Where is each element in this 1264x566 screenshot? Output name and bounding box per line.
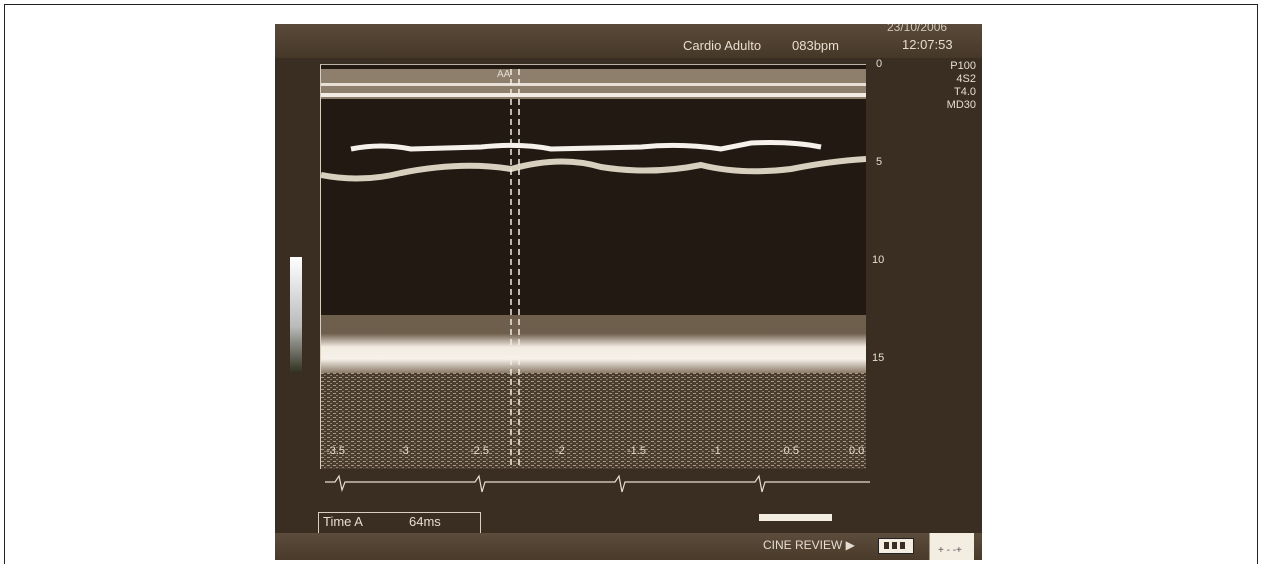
cine-review-button[interactable]: CINE REVIEW ▶ — [763, 538, 855, 552]
time-measurement-box: Time A 64ms — [318, 512, 481, 534]
exam-date: 23/10/2006 — [887, 24, 948, 34]
time-tick: -1 — [711, 445, 721, 457]
exam-mode: Cardio Adulto — [683, 38, 762, 53]
depth-tick: 15 — [872, 352, 885, 364]
time-tick: -3.5 — [326, 445, 345, 457]
header-bar: Cardio Adulto 083bpm 23/10/2006 12:07:53 — [275, 24, 982, 58]
cine-frames-icon[interactable] — [878, 538, 914, 554]
acquisition-params: P100 4S2 T4.0 MD30 — [947, 60, 976, 112]
depth-tick: 10 — [872, 254, 885, 266]
ultrasound-screen: Cardio Adulto 083bpm 23/10/2006 12:07:53… — [275, 24, 982, 560]
time-tick: -2 — [555, 445, 565, 457]
time-tick: -2.5 — [470, 445, 489, 457]
m-mode-display[interactable]: AA — [320, 64, 867, 469]
time-tick: 0.0 — [849, 445, 865, 457]
measurement-label: Time A — [323, 514, 363, 529]
heart-rate: 083bpm — [792, 38, 839, 53]
param-probe: 4S2 — [956, 73, 976, 85]
depth-tick: 0 — [876, 58, 883, 70]
ecg-trace — [325, 474, 870, 493]
time-tick: -1.5 — [627, 445, 646, 457]
caliper-marker-label: AA — [497, 69, 511, 80]
param-power: P100 — [950, 60, 976, 72]
time-tick: -3 — [399, 445, 409, 457]
svg-text:+ - -+: + - -+ — [938, 545, 962, 556]
image-frame — [4, 4, 1258, 564]
param-md: MD30 — [946, 99, 976, 111]
param-thermal: T4.0 — [953, 86, 976, 98]
exam-time: 12:07:53 — [902, 37, 953, 52]
time-tick: -0.5 — [780, 445, 799, 457]
time-scale-bar — [759, 514, 832, 521]
caliper-icon[interactable]: + - -+ — [929, 533, 974, 560]
measurement-value: 64ms — [409, 514, 441, 529]
grayscale-bar — [290, 257, 302, 372]
footer-bar: CINE REVIEW ▶ + - -+ — [275, 533, 982, 560]
depth-tick: 5 — [876, 156, 883, 168]
m-mode-trace — [320, 69, 867, 469]
caliper-glyph: + - -+ — [938, 545, 962, 556]
